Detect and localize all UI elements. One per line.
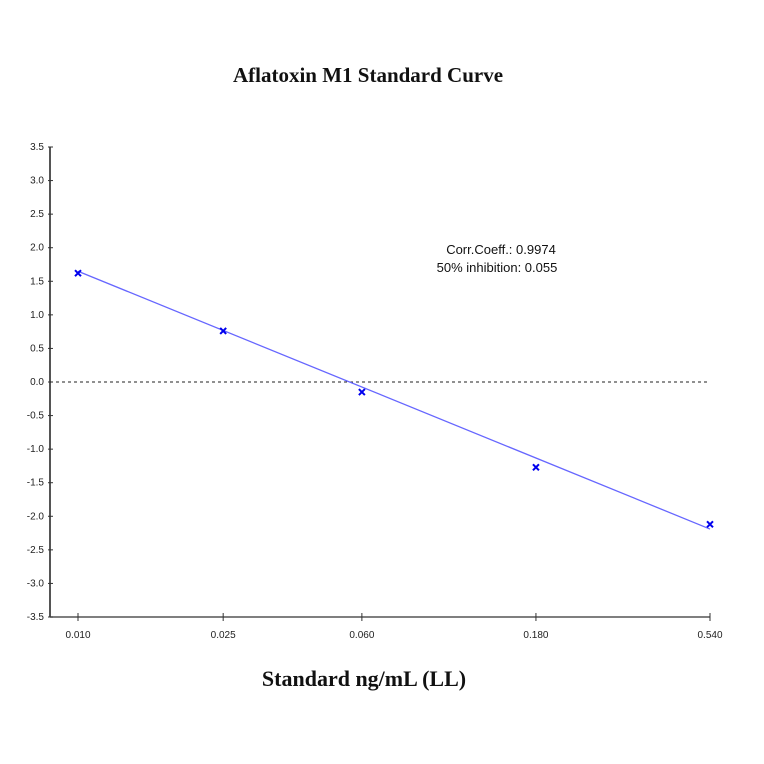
x-tick-label: 0.180 [523, 630, 548, 641]
x-tick-label: 0.060 [349, 630, 374, 641]
y-tick-label: 2.5 [30, 209, 44, 220]
data-point [358, 388, 366, 396]
y-tick-label: -3.5 [27, 612, 45, 623]
fit-line [77, 270, 711, 530]
y-tick-label: 3.5 [30, 142, 44, 153]
y-tick-label: -3.0 [27, 578, 45, 589]
annotation-corr-coeff: Corr.Coeff.: 0.9974 [446, 242, 556, 257]
y-tick-label: 3.0 [30, 176, 44, 187]
y-tick-label: 1.5 [30, 276, 44, 287]
chart-title: Aflatoxin M1 Standard Curve [233, 63, 503, 87]
marks [50, 269, 714, 530]
x-tick-label: 0.010 [65, 630, 90, 641]
y-tick-label: -0.5 [27, 411, 45, 422]
x-axis-label: Standard ng/mL (LL) [262, 666, 466, 691]
y-tick-label: 2.0 [30, 243, 44, 254]
axes: 3.5 3.0 2.5 2.0 1.5 1.0 0.5 0.0 -0.5 -1.0 -1.5 -2.0… [27, 142, 723, 641]
y-tick-label: -1.5 [27, 478, 45, 489]
y-tick-label: -2.0 [27, 511, 45, 522]
y-tick-label: -2.5 [27, 545, 45, 556]
y-tick-label: 0.5 [30, 343, 44, 354]
data-point [532, 463, 540, 471]
x-tick-label: 0.025 [211, 630, 236, 641]
y-tick-label: -1.0 [27, 444, 45, 455]
y-tick-label: 0.0 [30, 377, 44, 388]
data-point [219, 327, 227, 335]
x-tick-label: 0.540 [697, 630, 722, 641]
data-point [706, 520, 714, 529]
y-tick-label: 1.0 [30, 310, 44, 321]
annotation-50-inhibition: 50% inhibition: 0.055 [437, 260, 558, 275]
data-point [74, 269, 82, 277]
